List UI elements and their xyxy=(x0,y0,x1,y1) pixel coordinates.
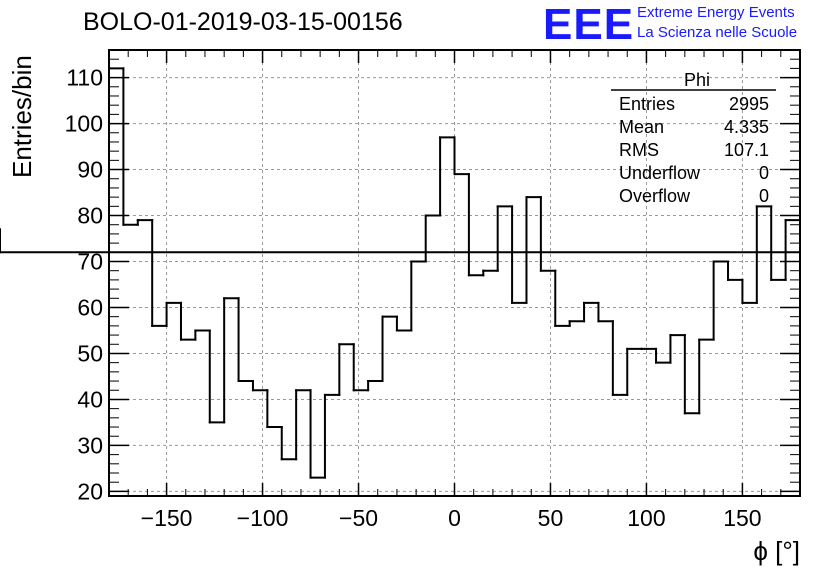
y-tick-label: 60 xyxy=(77,294,103,320)
y-tick-label: 100 xyxy=(65,111,103,137)
x-tick-label: 0 xyxy=(448,505,461,531)
y-tick-label: 40 xyxy=(77,386,103,412)
stats-value: 107.1 xyxy=(724,140,769,160)
stats-box: Phi Entries 2995 Mean 4.335 RMS 107.1 Underflo… xyxy=(611,70,776,206)
chart-title: BOLO-01-2019-03-15-00156 xyxy=(83,8,403,36)
stats-label: Underflow xyxy=(619,163,701,183)
histogram-plot xyxy=(0,67,801,479)
axis-ticks xyxy=(109,50,800,496)
stats-value: 2995 xyxy=(729,94,769,114)
tick-labels: −150 −100 −50 0 50 100 150 20 30 40 50 60 70 80 90 100 1… xyxy=(65,65,762,531)
x-tick-label: 100 xyxy=(627,505,665,531)
x-tick-label: 50 xyxy=(538,505,564,531)
y-tick-label: 30 xyxy=(77,432,103,458)
stats-label: Entries xyxy=(619,94,675,114)
x-tick-label: −100 xyxy=(237,505,289,531)
x-tick-label: −50 xyxy=(339,505,378,531)
eee-logo-line1: Extreme Energy Events xyxy=(637,4,795,21)
grid-lines xyxy=(109,50,800,496)
y-axis-label: Entries/bin xyxy=(7,55,37,178)
y-tick-label: 70 xyxy=(77,249,103,275)
stats-label: RMS xyxy=(619,140,659,160)
y-tick-label: 20 xyxy=(77,478,103,504)
stats-value: 0 xyxy=(759,186,769,206)
x-axis-label: ϕ [°] xyxy=(753,536,800,566)
eee-logo-mark: EEE xyxy=(543,0,635,49)
stats-label: Mean xyxy=(619,117,664,137)
stats-name: Phi xyxy=(684,70,710,90)
x-tick-label: 150 xyxy=(723,505,761,531)
stats-value: 4.335 xyxy=(724,117,769,137)
x-tick-label: −150 xyxy=(141,505,193,531)
y-tick-label: 110 xyxy=(66,65,103,91)
eee-logo-line2: La Scienza nelle Scuole xyxy=(637,24,798,41)
y-tick-label: 50 xyxy=(77,340,103,366)
y-tick-label: 80 xyxy=(77,203,103,229)
y-tick-label: 90 xyxy=(77,157,103,183)
stats-label: Overflow xyxy=(619,186,691,206)
stats-value: 0 xyxy=(759,163,769,183)
stats-rows: Entries 2995 Mean 4.335 RMS 107.1 Underflow 0 Ov… xyxy=(619,94,769,206)
